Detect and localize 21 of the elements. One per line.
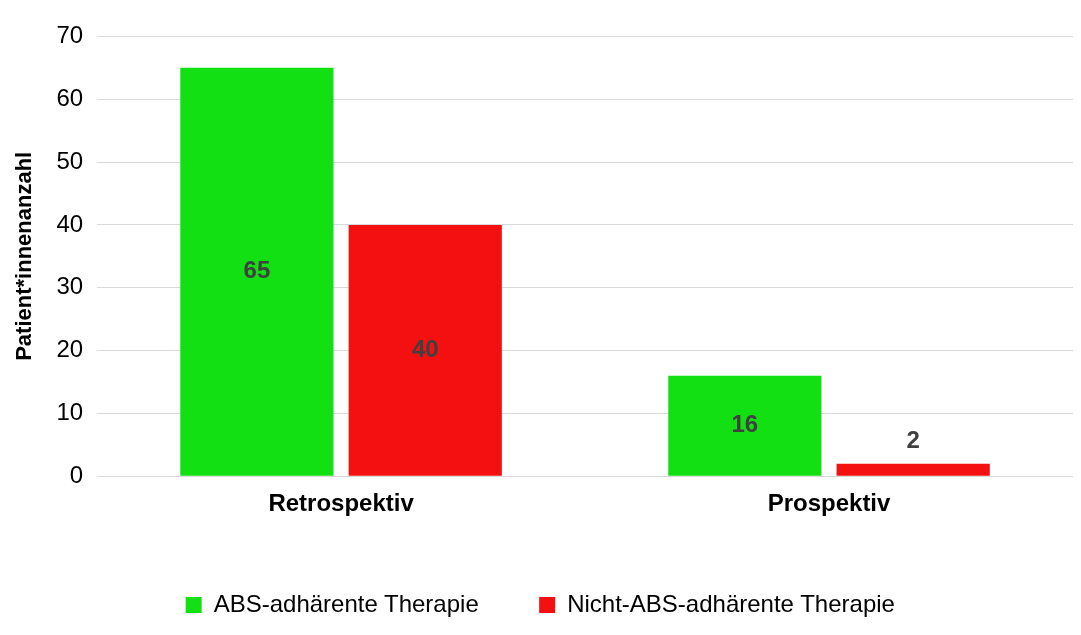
y-tick-label: 10 (56, 398, 84, 425)
data-label: 2 (906, 426, 920, 454)
data-label: 65 (243, 256, 271, 284)
bar (836, 463, 990, 476)
y-tick-label: 60 (56, 83, 84, 111)
bar (668, 375, 822, 476)
x-tick-label: Retrospektiv (268, 489, 415, 517)
x-tick-label: Prospektiv (767, 489, 892, 517)
y-tick-label: 50 (56, 146, 84, 174)
bar (348, 224, 502, 476)
y-tick-label: 0 (69, 460, 84, 488)
bar (180, 67, 334, 476)
y-axis-title: Patient*innenanzahl (11, 151, 37, 361)
y-tick-label: 20 (56, 335, 84, 363)
data-label: 40 (411, 334, 439, 362)
y-tick-label: 70 (56, 21, 84, 49)
y-tick-label: 30 (56, 272, 84, 300)
y-tick-label: 40 (56, 209, 84, 237)
data-label: 16 (731, 410, 759, 438)
legend-label: Nicht-ABS-adhärente Therapie (567, 589, 895, 617)
legend-label: ABS-adhärente Therapie (213, 589, 479, 617)
